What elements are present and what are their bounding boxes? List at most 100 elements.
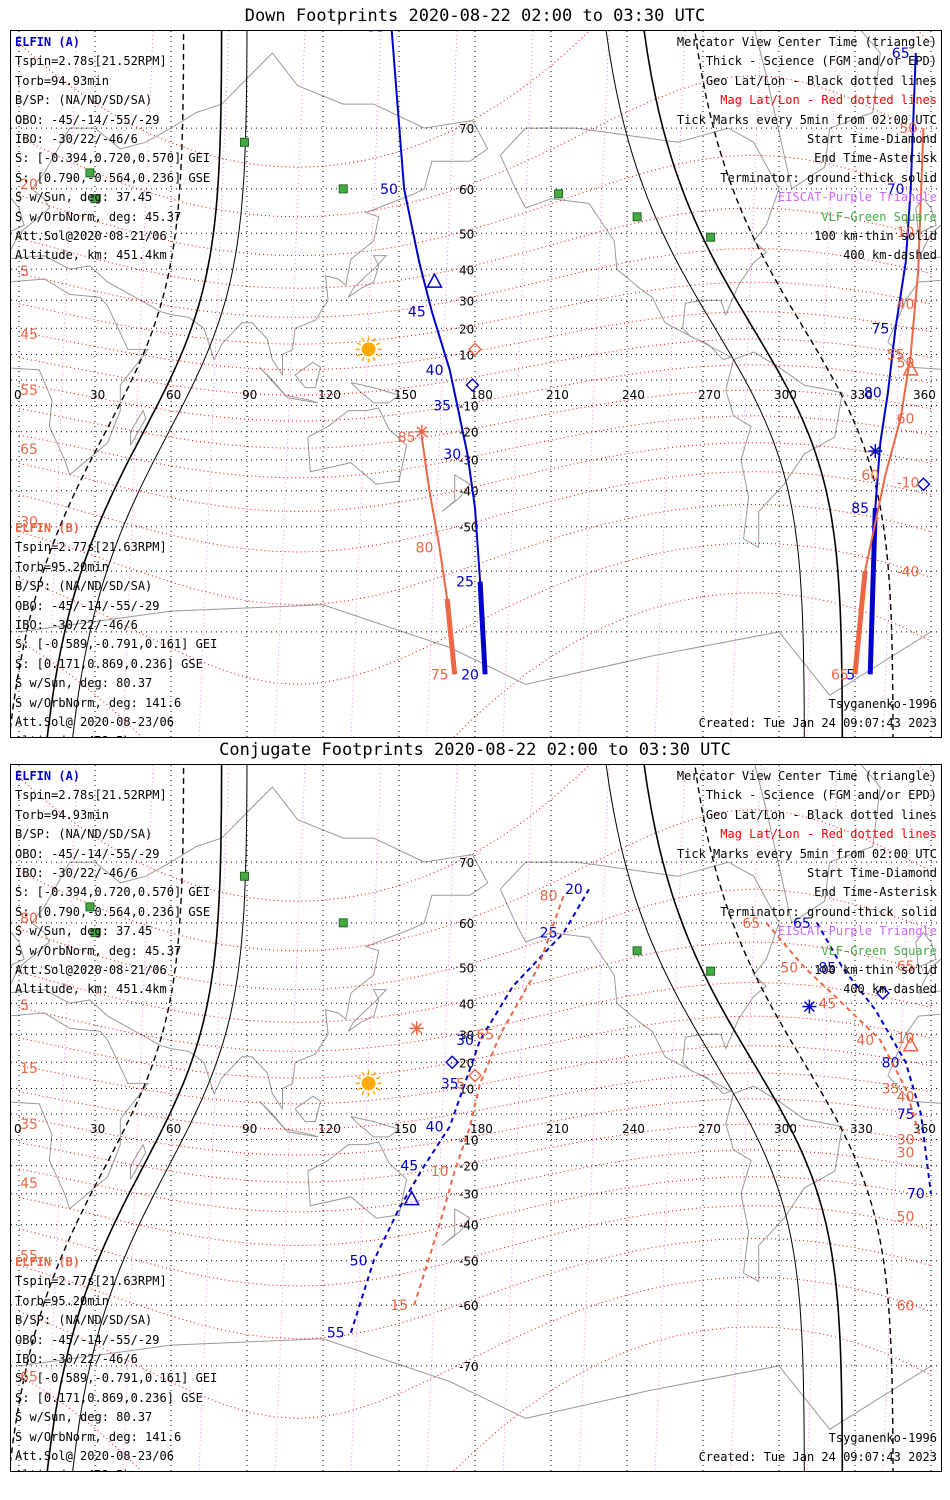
y-tick-label: -10 — [459, 1133, 479, 1147]
elfin-a-track2-line — [816, 922, 932, 1194]
elfin-b-info-line: S: [-0.589,-0.791,0.161] GEI — [15, 1371, 218, 1386]
terminator-ground — [46, 31, 223, 737]
legend-entry: Mag Lat/Lon - Red dotted lines — [720, 93, 937, 108]
x-tick-label: 270 — [698, 388, 721, 402]
terminator-ground — [643, 31, 844, 737]
continent-outline — [499, 127, 780, 361]
center-triangle — [902, 360, 919, 376]
track-tick-label: 55 — [327, 1326, 345, 1342]
elfin-b-info-line: Att.Sol@ 2020-08-23/06 — [15, 1449, 174, 1464]
legend-entry: EISCAT-Purple Triangle — [778, 190, 937, 205]
mag-lat-label: 60 — [897, 412, 915, 428]
start-diamond — [468, 342, 482, 357]
vlf-station-marker — [632, 946, 642, 956]
elfin-a-track2-line — [869, 52, 917, 675]
elfin-b-info-line: S: [0.171,0.869,0.236] GSE — [15, 656, 203, 671]
elfin-b-info-line: Att.Sol@ 2020-08-23/06 — [15, 715, 174, 730]
y-tick-label: 30 — [459, 294, 474, 308]
legend-entry: Tick Marks every 5min from 02:00 UTC — [676, 112, 937, 127]
mag-lat-label: 65 — [20, 442, 38, 458]
elfin-a-info: ELFIN (A) Tspin=2.78s[21.52RPM] Torb=94.9… — [15, 33, 210, 266]
vlf-station-marker — [90, 194, 100, 204]
elfin-a-info-line: S w/OrbNorm, deg: 45.37 — [15, 943, 182, 958]
legend-entry: End Time-Asterisk — [814, 885, 937, 900]
elfin-a-info-line: IBO: -30/22/-46/6 — [15, 866, 138, 881]
continent-outline — [307, 407, 408, 485]
track-tick-label: 35 — [882, 1082, 900, 1098]
track-tick-label: 10 — [431, 1164, 449, 1180]
mag-parallel — [18, 207, 932, 289]
elfin-a-info-line: Att.Sol@2020-08-21/06 — [15, 963, 167, 978]
elfin-a-label: ELFIN (A) — [15, 769, 81, 783]
vlf-station-marker — [338, 184, 348, 194]
elfin-a-info-line: OBO: -45/-14/-55/-29 — [15, 846, 160, 861]
y-tick-label: -30 — [459, 1188, 479, 1202]
mag-lat-label: 50 — [897, 1209, 915, 1225]
mlt-line — [882, 765, 914, 1471]
elfin-b-info-line: Torb=95.20min — [15, 559, 109, 574]
mag-lat-label: 30 — [897, 1146, 915, 1162]
track-tick-label: 15 — [390, 1298, 408, 1314]
elfin-b-info-line: S w/OrbNorm, deg: 141.6 — [15, 695, 182, 710]
mag-parallel — [18, 1237, 932, 1340]
continent-outline — [441, 474, 471, 512]
track-tick-label: 20 — [565, 882, 583, 898]
y-tick-label: 50 — [459, 227, 474, 241]
end-asterisk — [869, 445, 881, 457]
continent-outline — [18, 1338, 932, 1430]
terminator-ground — [46, 765, 223, 1471]
x-tick-label: 210 — [546, 1122, 569, 1136]
continent-outline — [350, 382, 401, 404]
mag-lat-label: 5 — [20, 264, 29, 280]
track-tick-label: 80 — [864, 386, 882, 402]
legend-entry: 100 km-thin solid — [814, 963, 937, 978]
track-tick-label: 75 — [872, 321, 890, 337]
mag-lat-label: 45 — [20, 1176, 38, 1192]
legend-entry: Start Time-Diamond — [806, 866, 937, 881]
elfin-a-info-line: S w/Sun, deg: 37.45 — [15, 924, 153, 939]
elfin-b-info-line: Altitude: 452.5km — [15, 732, 217, 737]
elfin-b-info-line: S: [0.171,0.869,0.236] GSE — [15, 1390, 203, 1405]
sun-ray — [376, 1076, 381, 1080]
terminator-100km — [605, 31, 805, 737]
continent-outline — [11, 197, 25, 232]
vlf-station-marker — [706, 966, 716, 976]
mag-parallel — [18, 1149, 932, 1213]
y-tick-label: -40 — [459, 485, 479, 499]
continent-outline — [130, 409, 147, 446]
legend-entry: EISCAT-Purple Triangle — [778, 924, 937, 939]
mlt-line — [122, 31, 154, 737]
terminator-100km — [72, 765, 248, 1471]
sun-ray — [361, 1090, 365, 1096]
x-tick-label: 240 — [622, 1122, 645, 1136]
model-label: Tsyganenko-1996 — [828, 697, 937, 711]
continent-outline — [307, 1141, 408, 1219]
track-tick-label: 30 — [456, 1033, 474, 1049]
y-tick-label: 50 — [459, 961, 474, 975]
mag-lat-label: 10 — [897, 1031, 915, 1047]
sun-ray — [356, 1087, 362, 1091]
mag-parallel — [18, 311, 932, 371]
track-tick-label: 70 — [907, 1187, 925, 1203]
end-asterisk — [803, 1001, 815, 1013]
mag-lat-label: -10 — [897, 475, 920, 491]
mag-parallel — [18, 281, 932, 345]
continent-outline — [11, 786, 489, 1111]
y-tick-label: 30 — [459, 1028, 474, 1042]
continent-outline — [754, 765, 881, 924]
continent-outline — [130, 1143, 147, 1180]
y-tick-label: 70 — [459, 122, 474, 136]
mlt-line — [882, 31, 914, 737]
x-tick-label: 300 — [774, 1122, 797, 1136]
mlt-line — [730, 765, 762, 1471]
sun-ray — [376, 353, 381, 357]
mlt-line — [806, 31, 838, 737]
continent-outline — [915, 197, 937, 234]
elfin-a-info-line: Tspin=2.78s[21.52RPM] — [15, 788, 167, 803]
track-tick-label: 45 — [818, 996, 836, 1012]
x-tick-label: 330 — [850, 388, 873, 402]
y-tick-label: 20 — [459, 1056, 474, 1070]
elfin-a-info-line: OBO: -45/-14/-55/-29 — [15, 112, 160, 127]
mlt-line — [426, 31, 458, 737]
elfin-a-label: ELFIN (A) — [15, 35, 81, 49]
